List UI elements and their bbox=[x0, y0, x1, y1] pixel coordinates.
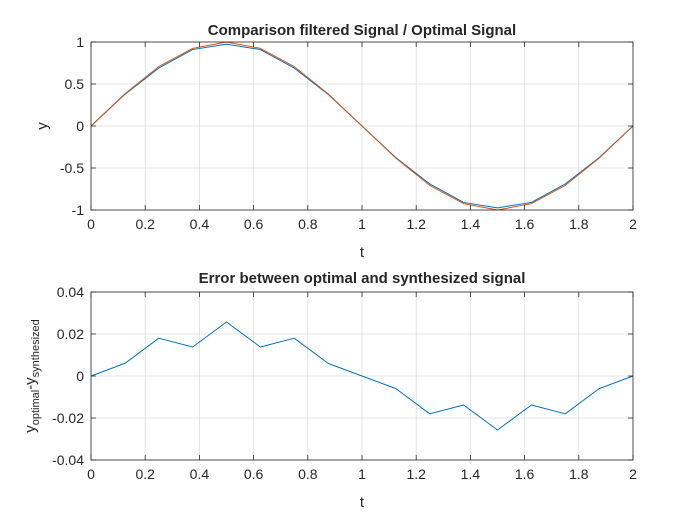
y-tick-label: 1 bbox=[76, 34, 84, 50]
y-tick-label: -1 bbox=[72, 202, 85, 218]
y-tick-label: -0.02 bbox=[52, 410, 84, 426]
subplot-error: 0 0.2 0.4 0.6 0.8 1 1.2 1.4 1.6 1.8 2 -0.04 -0.02 0 0.… bbox=[22, 270, 637, 511]
x-axis-label-comparison: t bbox=[360, 244, 365, 261]
x-tick-label: 1.8 bbox=[569, 216, 589, 232]
y-tick-label: 0.5 bbox=[65, 76, 85, 92]
y-axis-label-comparison: y bbox=[34, 122, 51, 130]
y-tick-label: -0.5 bbox=[60, 160, 84, 176]
x-tick-label: 0 bbox=[87, 216, 95, 232]
x-tick-label: 1 bbox=[358, 466, 366, 482]
x-tick-label: 0.4 bbox=[190, 216, 210, 232]
x-tick-label: 1.2 bbox=[406, 216, 426, 232]
x-tick-label: 1 bbox=[358, 216, 366, 232]
chart-title-comparison: Comparison filtered Signal / Optimal Sig… bbox=[208, 22, 516, 39]
x-tick-label: 0.8 bbox=[298, 466, 318, 482]
y-tick-label: 0 bbox=[76, 118, 84, 134]
ticks-comparison: 0 0.2 0.4 0.6 0.8 1 1.2 1.4 1.6 1.8 2 -1 -0.5 0 0.5 1 bbox=[60, 34, 637, 232]
x-tick-label: 0.8 bbox=[298, 216, 318, 232]
x-tick-label: 0.4 bbox=[190, 466, 210, 482]
x-tick-label: 1.4 bbox=[461, 216, 481, 232]
series-line-2 bbox=[90, 41, 634, 211]
subplot-comparison: 0 0.2 0.4 0.6 0.8 1 1.2 1.4 1.6 1.8 2 -1 -0.5 0 0.5 1 C… bbox=[34, 22, 637, 261]
x-tick-label: 0.6 bbox=[244, 466, 264, 482]
x-axis-label-error: t bbox=[360, 494, 365, 511]
series-line-1 bbox=[90, 321, 634, 431]
x-tick-label: 0.2 bbox=[135, 216, 155, 232]
y-axis-label-error: yoptimal-ysynthesized bbox=[22, 319, 42, 433]
y-label-separator: -y bbox=[22, 377, 39, 390]
y-tick-label: -0.04 bbox=[52, 452, 84, 468]
y-label-sub-2: synthesized bbox=[30, 319, 42, 377]
x-tick-label: 1.6 bbox=[515, 216, 535, 232]
chart-title-error: Error between optimal and synthesized si… bbox=[199, 270, 526, 287]
y-tick-label: 0.02 bbox=[57, 326, 84, 342]
y-tick-label: 0 bbox=[76, 368, 84, 384]
y-label-main-1: y bbox=[22, 425, 39, 433]
x-tick-label: 1.2 bbox=[406, 466, 426, 482]
x-tick-label: 2 bbox=[629, 466, 637, 482]
ticks-error: 0 0.2 0.4 0.6 0.8 1 1.2 1.4 1.6 1.8 2 -0.04 -0.02 0 0.… bbox=[52, 284, 637, 482]
x-tick-label: 1.6 bbox=[515, 466, 535, 482]
series-lines-error bbox=[90, 321, 634, 431]
x-tick-label: 0.6 bbox=[244, 216, 264, 232]
x-tick-label: 1.4 bbox=[461, 466, 481, 482]
series-lines-comparison bbox=[90, 41, 634, 211]
x-tick-label: 0 bbox=[87, 466, 95, 482]
x-tick-label: 0.2 bbox=[135, 466, 155, 482]
y-tick-label: 0.04 bbox=[57, 284, 84, 300]
x-tick-label: 1.8 bbox=[569, 466, 589, 482]
y-label-sub-1: optimal bbox=[30, 390, 42, 425]
x-tick-label: 2 bbox=[629, 216, 637, 232]
